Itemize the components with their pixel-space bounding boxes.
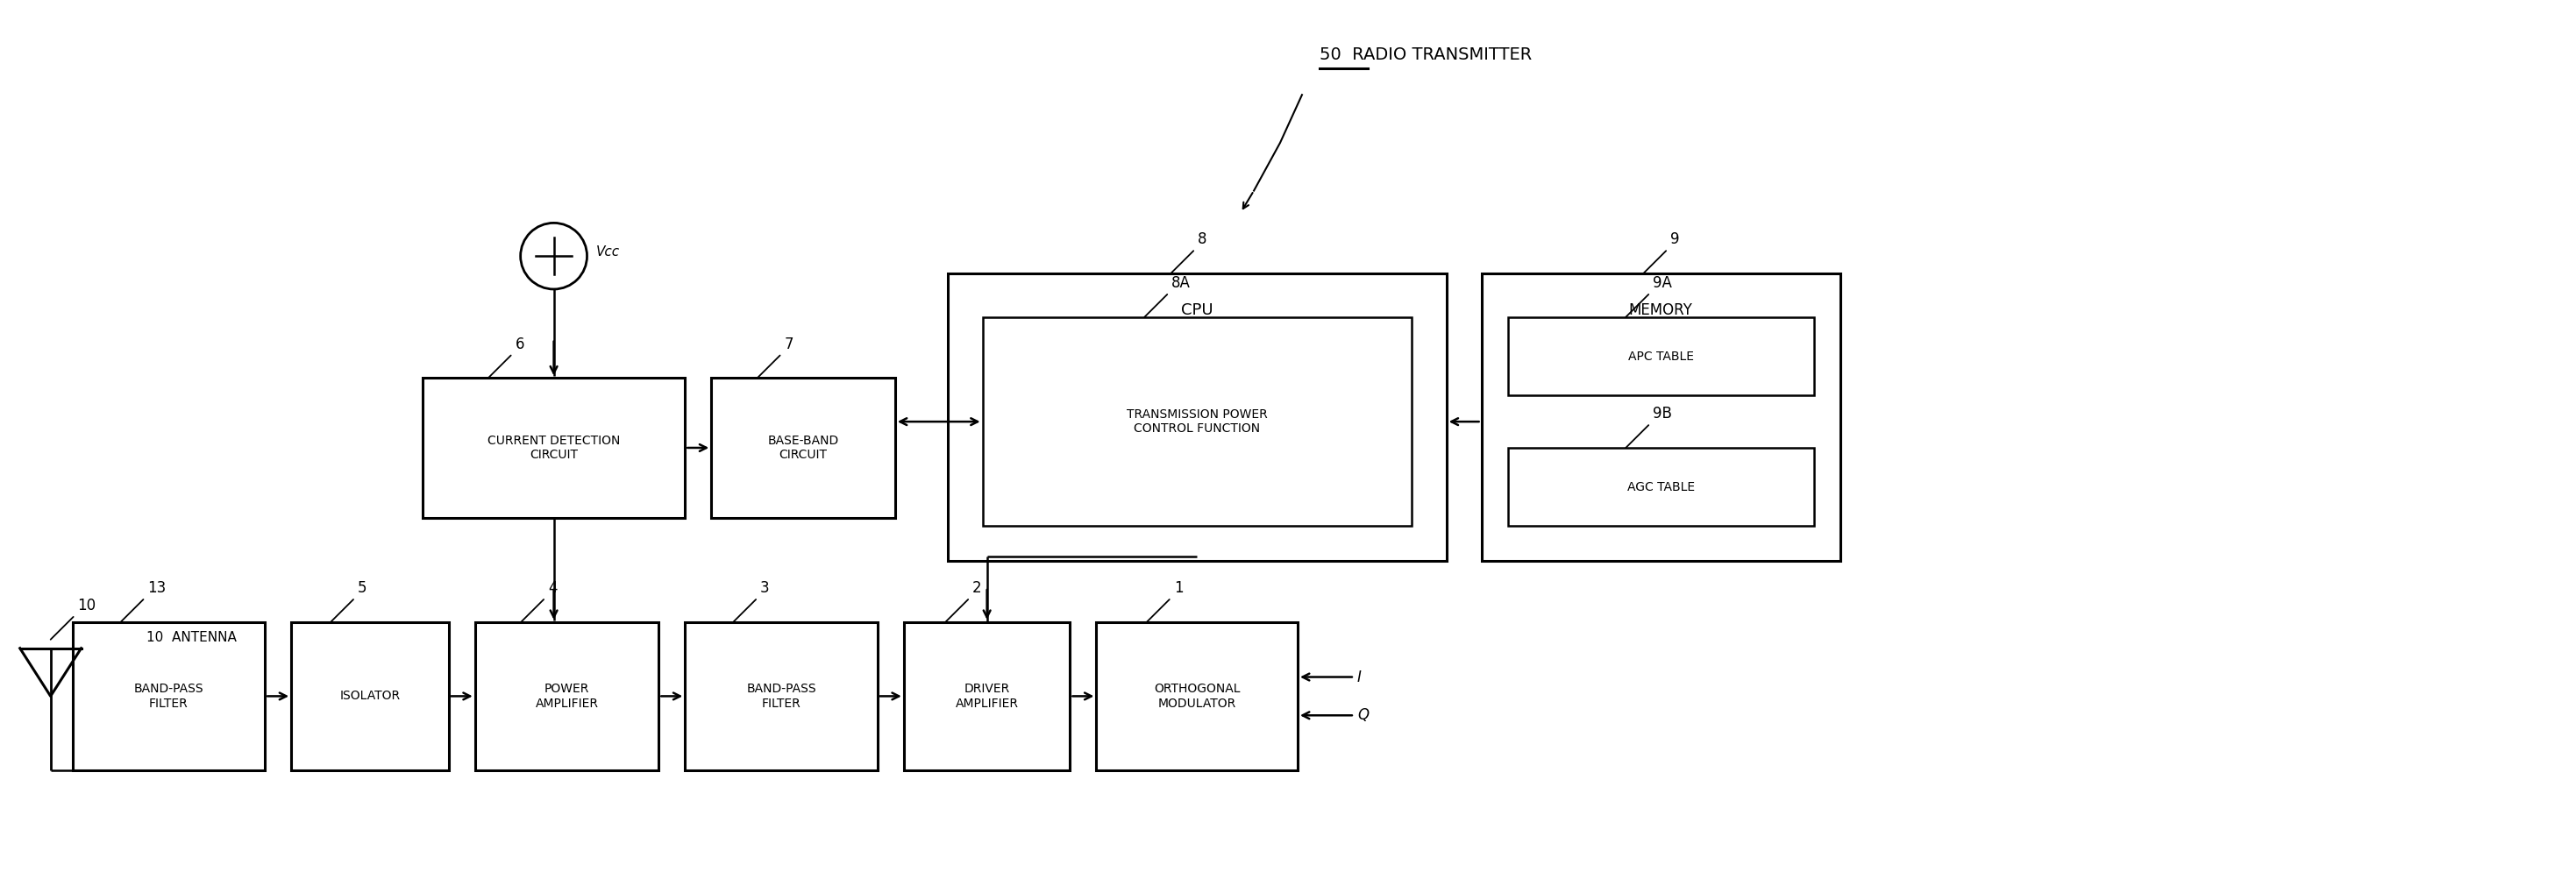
Text: 2: 2 bbox=[974, 580, 981, 596]
Text: 10  ANTENNA: 10 ANTENNA bbox=[147, 631, 237, 644]
Text: 9A: 9A bbox=[1654, 276, 1672, 291]
Text: 13: 13 bbox=[147, 580, 167, 596]
Bar bbox=[422, 378, 685, 517]
Bar bbox=[711, 378, 894, 517]
Bar bbox=[1507, 317, 1814, 395]
Text: 9: 9 bbox=[1669, 231, 1680, 247]
Bar bbox=[981, 317, 1412, 526]
Bar bbox=[1481, 274, 1839, 561]
Text: POWER
AMPLIFIER: POWER AMPLIFIER bbox=[536, 683, 598, 710]
Text: CURRENT DETECTION
CIRCUIT: CURRENT DETECTION CIRCUIT bbox=[487, 434, 621, 461]
Text: I: I bbox=[1358, 669, 1360, 685]
Text: BAND-PASS
FILTER: BAND-PASS FILTER bbox=[134, 683, 204, 710]
Text: APC TABLE: APC TABLE bbox=[1628, 350, 1692, 362]
Text: BASE-BAND
CIRCUIT: BASE-BAND CIRCUIT bbox=[768, 434, 840, 461]
Circle shape bbox=[520, 223, 587, 289]
Text: 4: 4 bbox=[549, 580, 556, 596]
Text: Q: Q bbox=[1358, 707, 1368, 723]
Text: 7: 7 bbox=[783, 336, 793, 352]
Text: DRIVER
AMPLIFIER: DRIVER AMPLIFIER bbox=[956, 683, 1018, 710]
Bar bbox=[685, 622, 878, 770]
Text: 3: 3 bbox=[760, 580, 770, 596]
Text: 8A: 8A bbox=[1172, 276, 1190, 291]
Text: ORTHOGONAL
MODULATOR: ORTHOGONAL MODULATOR bbox=[1154, 683, 1239, 710]
Text: Vcc: Vcc bbox=[595, 245, 621, 258]
Bar bbox=[904, 622, 1069, 770]
Text: CPU: CPU bbox=[1180, 302, 1213, 318]
Text: 50  RADIO TRANSMITTER: 50 RADIO TRANSMITTER bbox=[1319, 47, 1533, 64]
Bar bbox=[72, 622, 265, 770]
Text: 8: 8 bbox=[1198, 231, 1208, 247]
Bar bbox=[474, 622, 659, 770]
Bar bbox=[1097, 622, 1298, 770]
Text: ISOLATOR: ISOLATOR bbox=[340, 690, 399, 703]
Text: 1: 1 bbox=[1175, 580, 1182, 596]
Text: 6: 6 bbox=[515, 336, 526, 352]
Bar bbox=[1507, 447, 1814, 526]
Text: 5: 5 bbox=[358, 580, 366, 596]
Text: BAND-PASS
FILTER: BAND-PASS FILTER bbox=[747, 683, 817, 710]
Bar bbox=[291, 622, 448, 770]
Text: 10: 10 bbox=[77, 598, 95, 613]
Text: MEMORY: MEMORY bbox=[1628, 302, 1692, 318]
Text: 9B: 9B bbox=[1654, 406, 1672, 422]
Text: TRANSMISSION POWER
CONTROL FUNCTION: TRANSMISSION POWER CONTROL FUNCTION bbox=[1126, 408, 1267, 435]
Text: AGC TABLE: AGC TABLE bbox=[1628, 481, 1695, 494]
Bar bbox=[948, 274, 1445, 561]
